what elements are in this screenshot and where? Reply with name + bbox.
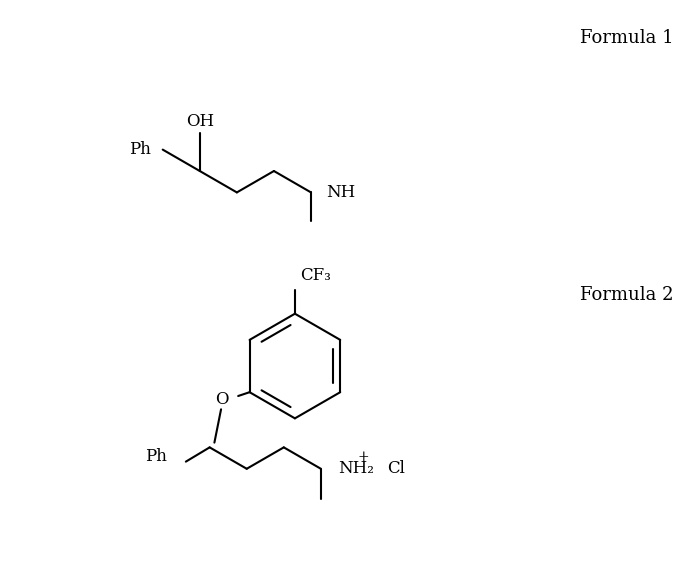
Text: NH: NH [327, 184, 355, 201]
Text: NH₂: NH₂ [338, 460, 374, 477]
Text: O: O [215, 391, 228, 409]
Text: Formula 2: Formula 2 [580, 286, 674, 304]
Text: +: + [357, 451, 368, 464]
Text: Ph: Ph [130, 141, 152, 158]
Text: CF₃: CF₃ [300, 267, 331, 284]
Text: Formula 1: Formula 1 [580, 29, 674, 47]
Text: OH: OH [186, 113, 214, 130]
Text: Ph: Ph [145, 448, 167, 466]
Text: Cl: Cl [388, 460, 405, 477]
